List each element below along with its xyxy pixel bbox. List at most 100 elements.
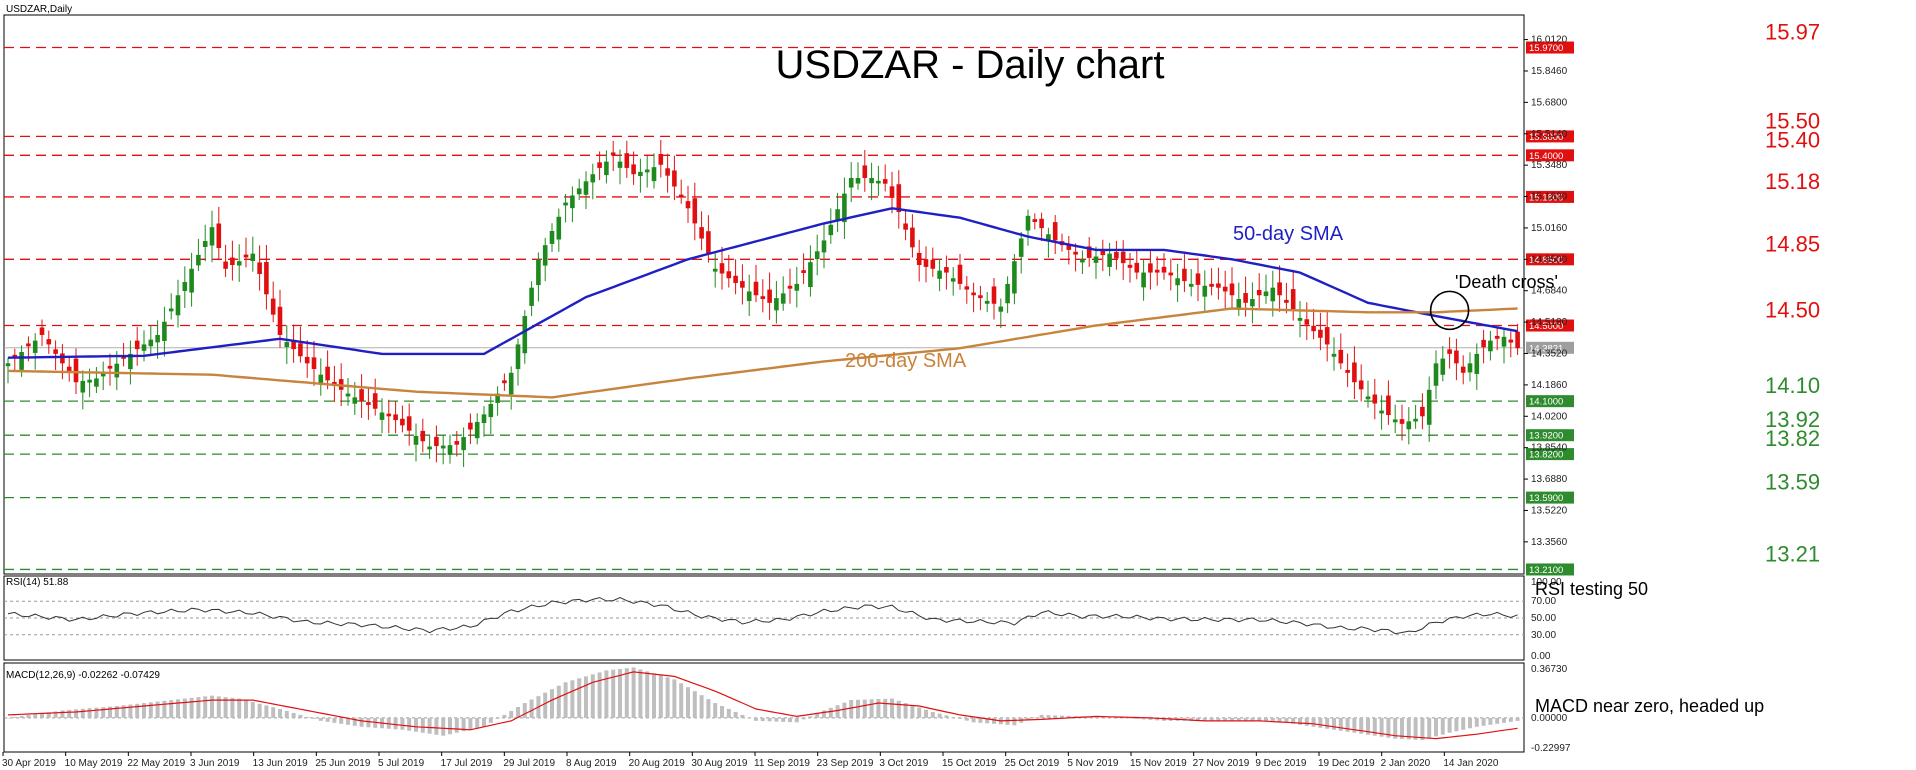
- candle-body: [1168, 272, 1174, 276]
- macd-histogram-bar: [890, 698, 894, 718]
- price-tick-label: 13.5220: [1531, 505, 1568, 516]
- level-tag: 13.2100: [1529, 565, 1563, 576]
- candle-body: [189, 268, 194, 293]
- macd-histogram-bar: [1141, 717, 1146, 720]
- candle-body: [1018, 238, 1024, 257]
- macd-histogram-bar: [1243, 717, 1248, 721]
- date-tick-label: 25 Oct 2019: [1005, 758, 1060, 769]
- macd-histogram-bar: [1128, 717, 1132, 719]
- macd-histogram-bar: [754, 717, 758, 721]
- macd-histogram-bar: [312, 717, 316, 719]
- candle-body: [495, 393, 500, 403]
- level-tag-box: [1526, 491, 1574, 504]
- price-tick-label: 15.3480: [1531, 160, 1568, 171]
- candle-body: [60, 353, 65, 364]
- candle-body: [1080, 259, 1085, 263]
- macd-histogram-bar: [40, 713, 44, 718]
- macd-histogram-bar: [781, 717, 786, 722]
- level-tag-box: [1526, 41, 1574, 54]
- candle-body: [991, 286, 997, 304]
- macd-histogram-bar: [305, 716, 310, 718]
- macd-histogram-bar: [53, 711, 58, 718]
- candle-body: [325, 366, 330, 381]
- macd-histogram-bar: [1447, 717, 1452, 733]
- macd-histogram-bar: [563, 682, 568, 718]
- macd-histogram-bar: [971, 717, 976, 723]
- macd-histogram-bar: [618, 668, 622, 718]
- macd-tick-label: -0.22997: [1531, 743, 1571, 754]
- candle-body: [842, 193, 847, 223]
- candle-body: [801, 270, 806, 274]
- macd-histogram-bar: [502, 714, 507, 718]
- candle-body: [1052, 222, 1058, 241]
- candle-body: [1032, 219, 1038, 222]
- candle-body: [529, 287, 534, 306]
- candle-body: [1025, 215, 1031, 231]
- macd-histogram-bar: [1508, 717, 1513, 722]
- macd-histogram-bar: [1284, 717, 1289, 723]
- macd-histogram-bar: [352, 717, 357, 726]
- candle-body: [250, 253, 256, 262]
- macd-histogram-bar: [590, 674, 595, 718]
- macd-histogram-bar: [1121, 717, 1126, 719]
- candle-body: [604, 161, 609, 176]
- candle-body: [644, 169, 650, 173]
- candle-body: [447, 445, 453, 455]
- level-label: 15.50: [1765, 108, 1820, 133]
- level-label: 14.85: [1765, 231, 1820, 256]
- macd-histogram-bar: [611, 669, 616, 718]
- candle-body: [1440, 358, 1446, 375]
- macd-histogram-bar: [237, 698, 242, 718]
- candle-body: [236, 261, 242, 266]
- rsi-tick-label: 70.00: [1531, 596, 1556, 607]
- date-tick-label: 25 Jun 2019: [315, 758, 370, 769]
- candle-body: [1426, 389, 1432, 425]
- macd-histogram-bar: [67, 709, 72, 718]
- macd-histogram-bar: [1250, 717, 1255, 721]
- macd-histogram-bar: [1107, 717, 1112, 718]
- chart-title: USDZAR - Daily chart: [776, 43, 1165, 87]
- macd-histogram-bar: [80, 708, 85, 718]
- candle-body: [128, 353, 133, 370]
- date-tick-label: 22 May 2019: [127, 758, 185, 769]
- candle-body: [651, 167, 657, 182]
- macd-histogram-bar: [182, 698, 187, 718]
- macd-histogram-bar: [271, 707, 276, 718]
- candle-body: [1005, 283, 1010, 304]
- candle-body: [1202, 285, 1208, 297]
- candle-body: [1372, 394, 1378, 404]
- macd-histogram-bar: [1515, 717, 1520, 721]
- level-tag: 15.9700: [1529, 43, 1563, 54]
- candle-body: [896, 184, 902, 213]
- candle-body: [889, 186, 895, 198]
- candle-body: [270, 298, 276, 315]
- level-tag-box: [1526, 395, 1574, 408]
- macd-histogram-bar: [1427, 717, 1432, 739]
- macd-histogram-bar: [1420, 717, 1425, 741]
- date-tick-label: 19 Dec 2019: [1318, 758, 1375, 769]
- macd-histogram-bar: [1434, 717, 1438, 737]
- candle-body: [39, 327, 45, 335]
- macd-histogram-bar: [828, 707, 833, 718]
- macd-histogram-bar: [1393, 717, 1398, 739]
- sma-50-line: [7, 207, 1518, 359]
- candle-body: [753, 281, 759, 296]
- candle-body: [474, 421, 480, 439]
- macd-histogram-bar: [747, 717, 752, 719]
- macd-histogram-bar: [869, 699, 874, 718]
- candle-body: [196, 254, 201, 266]
- candle-body: [311, 357, 317, 370]
- macd-histogram-bar: [291, 712, 296, 718]
- macd-histogram-bar: [658, 675, 663, 718]
- level-label: 15.97: [1765, 20, 1820, 45]
- candle-body: [284, 342, 290, 348]
- candle-body: [141, 344, 147, 351]
- price-tick-label: 14.1860: [1531, 380, 1568, 391]
- candle-body: [148, 339, 154, 347]
- candle-body: [882, 179, 888, 184]
- candle-body: [1073, 251, 1078, 255]
- price-tick-label: 14.8500: [1531, 254, 1568, 265]
- level-label: 13.59: [1765, 470, 1820, 495]
- macd-histogram-bar: [114, 706, 119, 718]
